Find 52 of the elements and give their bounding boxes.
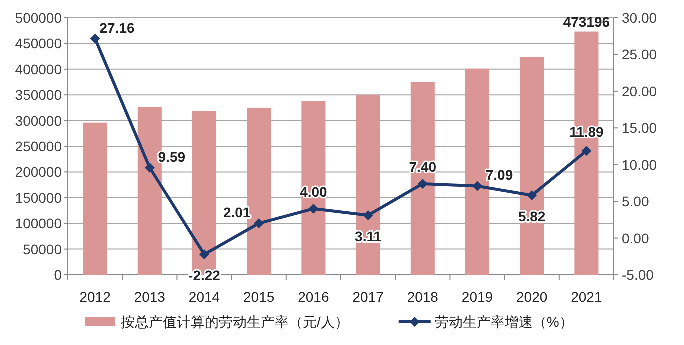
point [418,178,428,189]
x-tick-label: 2021 [571,289,602,305]
y2-tick-label: 20.00 [622,83,658,100]
y2-tick-label: 25.00 [622,46,658,63]
y2-tick-label: 10.00 [622,156,658,173]
legend-label: 按总产值计算的劳动生产率（元/人） [121,314,349,330]
point [90,34,100,44]
data-label: 9.59 [158,148,186,165]
point [308,204,319,214]
y-tick-label: 150000 [15,190,62,206]
y-tick-label: 300000 [15,112,62,129]
point [363,210,374,220]
bar [520,57,544,275]
x-tick-label: 2012 [80,289,112,305]
x-tick-label: 2017 [352,289,384,305]
bar [83,122,108,275]
data-label: -2.22 [188,268,221,284]
y-tick-label: 400000 [15,61,62,78]
y2-tick-label: -5.00 [622,267,654,283]
point [582,146,592,156]
bar [302,101,326,275]
y2-tick-label: 30.00 [622,10,658,26]
x-tick-label: 2016 [298,289,330,305]
x-tick-label: 2015 [244,289,275,305]
x-tick-label: 2018 [407,289,439,305]
y-tick-label: 350000 [15,87,62,104]
point [200,250,210,260]
y-tick-label: 450000 [15,36,62,52]
point [472,181,482,192]
y-tick-label: 50000 [23,241,62,258]
data-label: 2.01 [223,204,251,221]
x-tick-label: 2013 [134,289,166,305]
x-tick-label: 2019 [462,289,494,305]
y2-tick-label: 0.00 [622,230,650,246]
data-label: 27.16 [100,20,136,36]
x-tick-label: 2014 [188,289,220,305]
legend-label: 劳动生产率增速（%） [434,314,574,330]
y-tick-label: 0 [54,267,62,283]
point [144,162,155,173]
data-label: 7.09 [486,167,514,184]
y-tick-label: 200000 [15,164,62,180]
y2-tick-label: 15.00 [622,120,658,136]
y-tick-label: 100000 [15,216,62,232]
data-label: 473196 [563,14,610,30]
bar [356,95,380,275]
point [527,190,538,201]
bar [410,82,435,275]
y-tick-label: 500000 [15,10,62,26]
y2-tick-label: 5.00 [622,194,650,210]
point [254,218,264,229]
x-tick-label: 2020 [516,289,548,305]
y-tick-label: 250000 [15,138,62,154]
